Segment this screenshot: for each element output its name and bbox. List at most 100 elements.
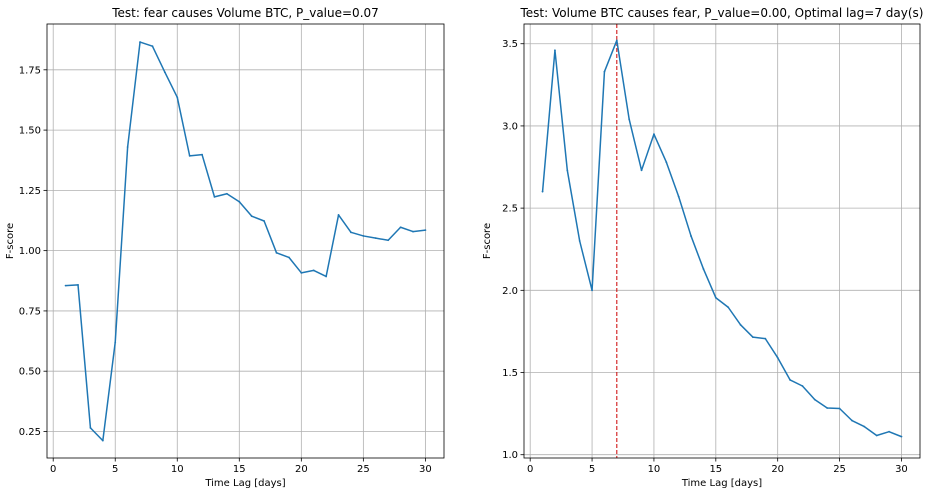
- chart-right-data-point: [813, 398, 816, 401]
- chart-left-data-point: [325, 275, 328, 278]
- chart-left-y-axis-label: F-score: [5, 223, 16, 259]
- chart-right-x-axis-label: Time Lag [days]: [681, 478, 762, 489]
- chart-left-y-tick-label: 0.50: [19, 367, 41, 378]
- chart-left-data-point: [374, 237, 377, 240]
- chart-left: Test: fear causes Volume BTC, P_value=0.…: [5, 6, 445, 489]
- chart-right-data-point: [863, 425, 866, 428]
- chart-left-data-point: [424, 229, 427, 232]
- chart-right-data-point: [665, 161, 668, 163]
- chart-right-data-point: [615, 39, 618, 42]
- chart-right-y-tick-label: 3.5: [502, 39, 518, 50]
- chart-left-data-point: [362, 235, 365, 237]
- chart-left-data-point: [101, 439, 104, 442]
- chart-left-data-point: [238, 200, 241, 203]
- chart-right-title: Test: Volume BTC causes fear, P_value=0.…: [520, 6, 924, 20]
- chart-left-y-tick-label: 1.00: [19, 246, 41, 257]
- chart-right-data-point: [591, 289, 593, 292]
- chart-left-series-line: [65, 41, 426, 442]
- chart-left-data-point: [163, 71, 166, 74]
- chart-left-data-point: [288, 256, 290, 259]
- chart-left-plot-frame: [46, 23, 445, 459]
- chart-left-x-tick-label: 30: [419, 464, 432, 475]
- chart-right-ticks: 0 5 10 15 20 25 30 1.0 1.5 2.0 2.5 3.0 3.5: [502, 39, 908, 475]
- chart-right-data-point: [690, 235, 692, 237]
- chart-left-x-axis-label: Time Lag [days]: [204, 478, 285, 489]
- chart-right-data-point: [714, 296, 717, 299]
- chart-left-x-tick-label: 0: [50, 464, 56, 475]
- chart-right-data-point: [628, 118, 631, 121]
- chart-right-x-tick-label: 20: [771, 464, 784, 475]
- chart-right-series-layer: [541, 39, 903, 438]
- chart-left-data-point: [77, 283, 79, 286]
- chart-right-data-point: [702, 268, 705, 270]
- chart-left-x-tick-label: 5: [112, 464, 118, 475]
- chart-left-data-point: [263, 220, 266, 222]
- chart-right-data-point: [640, 169, 643, 172]
- chart-left-data-point: [387, 239, 390, 242]
- chart-right-x-tick-label: 15: [709, 464, 722, 475]
- chart-right-grid: [524, 24, 920, 458]
- chart-right-data-point: [541, 190, 544, 193]
- chart-right-data-point: [554, 49, 556, 52]
- chart-right-y-tick-label: 2.5: [502, 204, 518, 215]
- chart-left-data-point: [337, 214, 340, 216]
- chart-left-data-point: [201, 153, 203, 156]
- chart-left-y-tick-label: 1.75: [19, 65, 41, 76]
- chart-left-data-point: [188, 154, 191, 157]
- chart-right-data-point: [603, 70, 606, 73]
- chart-left-data-point: [225, 192, 228, 195]
- chart-left-y-tick-label: 0.25: [19, 427, 41, 438]
- chart-left-data-point: [89, 426, 92, 429]
- chart-left-y-tick-label: 1.25: [19, 186, 41, 197]
- chart-right-data-point: [789, 379, 791, 381]
- chart-right-data-point: [739, 323, 742, 326]
- chart-right-y-tick-label: 3.0: [502, 121, 518, 132]
- chart-left-data-point: [213, 195, 216, 198]
- chart-left-y-tick-label: 0.75: [19, 306, 41, 317]
- chart-right: Test: Volume BTC causes fear, P_value=0.…: [482, 6, 923, 489]
- chart-left-ticks: 0 5 10 15 20 25 30 0.25 0.50 0.75 1.00 1.25 1.50 1.75: [19, 65, 432, 475]
- chart-right-data-point: [801, 385, 804, 387]
- chart-left-data-point: [300, 271, 303, 274]
- chart-left-data-point: [176, 96, 179, 99]
- chart-right-x-tick-label: 10: [648, 464, 661, 475]
- chart-left-x-tick-label: 15: [233, 464, 246, 475]
- chart-right-x-tick-label: 30: [895, 464, 908, 475]
- chart-left-data-point: [151, 45, 154, 48]
- chart-right-data-point: [752, 336, 754, 339]
- chart-right-series-line: [541, 39, 902, 438]
- chart-left-data-point: [114, 341, 117, 344]
- chart-left-y-tick-label: 1.50: [19, 126, 41, 137]
- chart-right-data-point: [838, 407, 841, 410]
- chart-left-series-layer: [64, 41, 427, 442]
- chart-right-y-tick-label: 2.0: [502, 286, 518, 297]
- chart-left-data-point: [350, 231, 352, 234]
- chart-right-data-point: [578, 240, 581, 242]
- chart-right-data-point: [566, 169, 569, 172]
- chart-right-data-point: [888, 430, 890, 433]
- chart-right-data-point: [826, 407, 829, 409]
- chart-right-data-point: [900, 435, 903, 438]
- chart-right-plot-frame: [523, 23, 921, 459]
- chart-right-data-point: [677, 195, 680, 198]
- chart-left-data-point: [139, 41, 141, 43]
- chart-left-grid: [47, 24, 444, 458]
- chart-left-data-point: [250, 215, 253, 218]
- chart-left-x-tick-label: 20: [295, 464, 308, 475]
- chart-left-x-tick-label: 25: [357, 464, 370, 475]
- chart-right-data-point: [851, 419, 853, 422]
- chart-right-y-tick-label: 1.5: [502, 368, 518, 379]
- chart-left-data-point: [312, 269, 315, 272]
- chart-right-data-point: [653, 133, 655, 136]
- chart-left-data-point: [126, 146, 129, 148]
- chart-left-x-tick-label: 10: [171, 464, 184, 475]
- chart-left-data-point: [399, 226, 402, 229]
- chart-right-data-point: [875, 434, 878, 437]
- chart-right-x-tick-label: 0: [527, 464, 533, 475]
- chart-right-x-tick-label: 5: [589, 464, 595, 475]
- chart-right-data-point: [776, 356, 779, 359]
- chart-left-title: Test: fear causes Volume BTC, P_value=0.…: [111, 6, 379, 20]
- chart-left-data-point: [64, 284, 67, 287]
